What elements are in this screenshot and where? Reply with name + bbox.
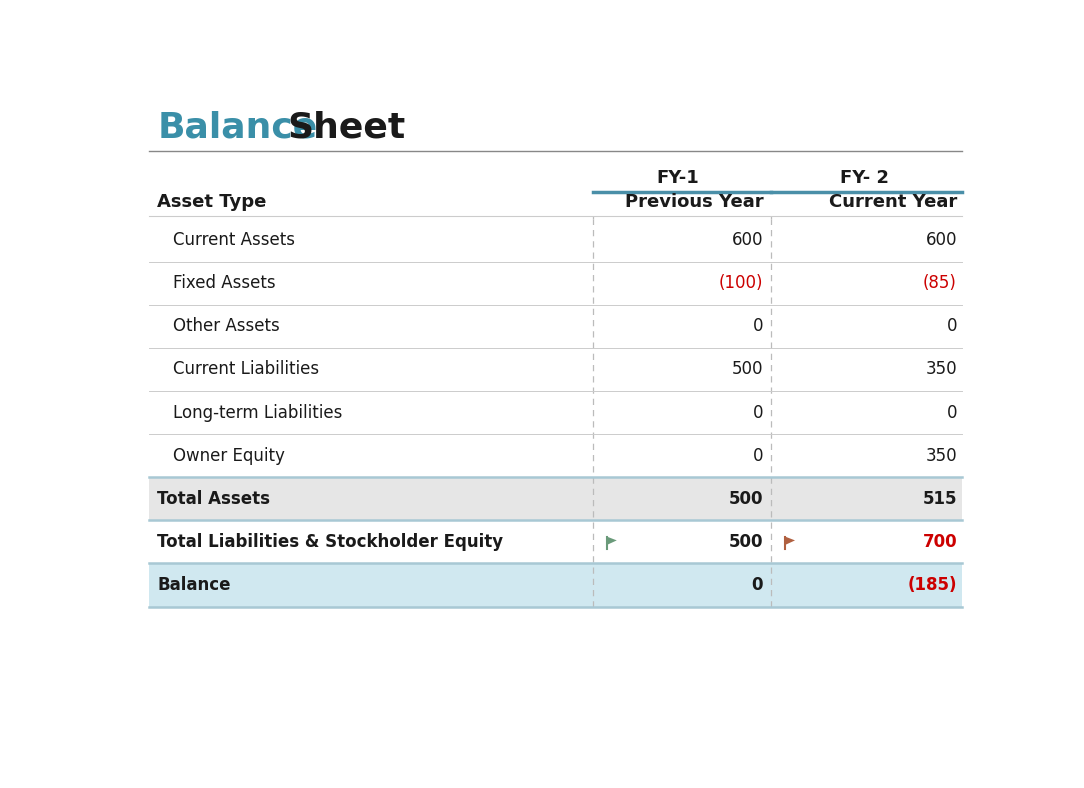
- Text: 500: 500: [728, 533, 763, 551]
- Text: Total Liabilities & Stockholder Equity: Total Liabilities & Stockholder Equity: [157, 533, 503, 551]
- Text: Asset Type: Asset Type: [157, 193, 267, 211]
- Text: Total Assets: Total Assets: [157, 490, 270, 507]
- Text: 0: 0: [946, 403, 957, 422]
- Text: Owner Equity: Owner Equity: [172, 447, 285, 465]
- Text: 500: 500: [728, 490, 763, 507]
- Text: Current Assets: Current Assets: [172, 231, 295, 249]
- Text: 0: 0: [751, 576, 763, 594]
- Text: Sheet: Sheet: [287, 110, 405, 145]
- Text: 0: 0: [946, 318, 957, 336]
- Text: 350: 350: [926, 447, 957, 465]
- Text: (85): (85): [924, 274, 957, 292]
- Text: Other Assets: Other Assets: [172, 318, 280, 336]
- Text: Long-term Liabilities: Long-term Liabilities: [172, 403, 343, 422]
- Text: Balance: Balance: [157, 576, 231, 594]
- Bar: [150, 563, 962, 607]
- Text: Balance: Balance: [157, 110, 318, 145]
- Text: 700: 700: [922, 533, 957, 551]
- Text: (100): (100): [719, 274, 763, 292]
- Text: 515: 515: [922, 490, 957, 507]
- Text: 500: 500: [732, 360, 763, 378]
- Text: 350: 350: [926, 360, 957, 378]
- Text: 0: 0: [752, 403, 763, 422]
- Text: 0: 0: [752, 447, 763, 465]
- Text: 600: 600: [926, 231, 957, 249]
- Bar: [150, 478, 962, 520]
- Text: Current Year: Current Year: [829, 193, 957, 211]
- Text: Current Liabilities: Current Liabilities: [172, 360, 319, 378]
- Text: FY-1: FY-1: [657, 169, 699, 187]
- Text: 0: 0: [752, 318, 763, 336]
- Text: 600: 600: [732, 231, 763, 249]
- Text: Previous Year: Previous Year: [624, 193, 763, 211]
- Polygon shape: [785, 537, 795, 545]
- Text: (185): (185): [907, 576, 957, 594]
- Text: FY- 2: FY- 2: [839, 169, 889, 187]
- Text: Fixed Assets: Fixed Assets: [172, 274, 275, 292]
- Polygon shape: [607, 537, 617, 545]
